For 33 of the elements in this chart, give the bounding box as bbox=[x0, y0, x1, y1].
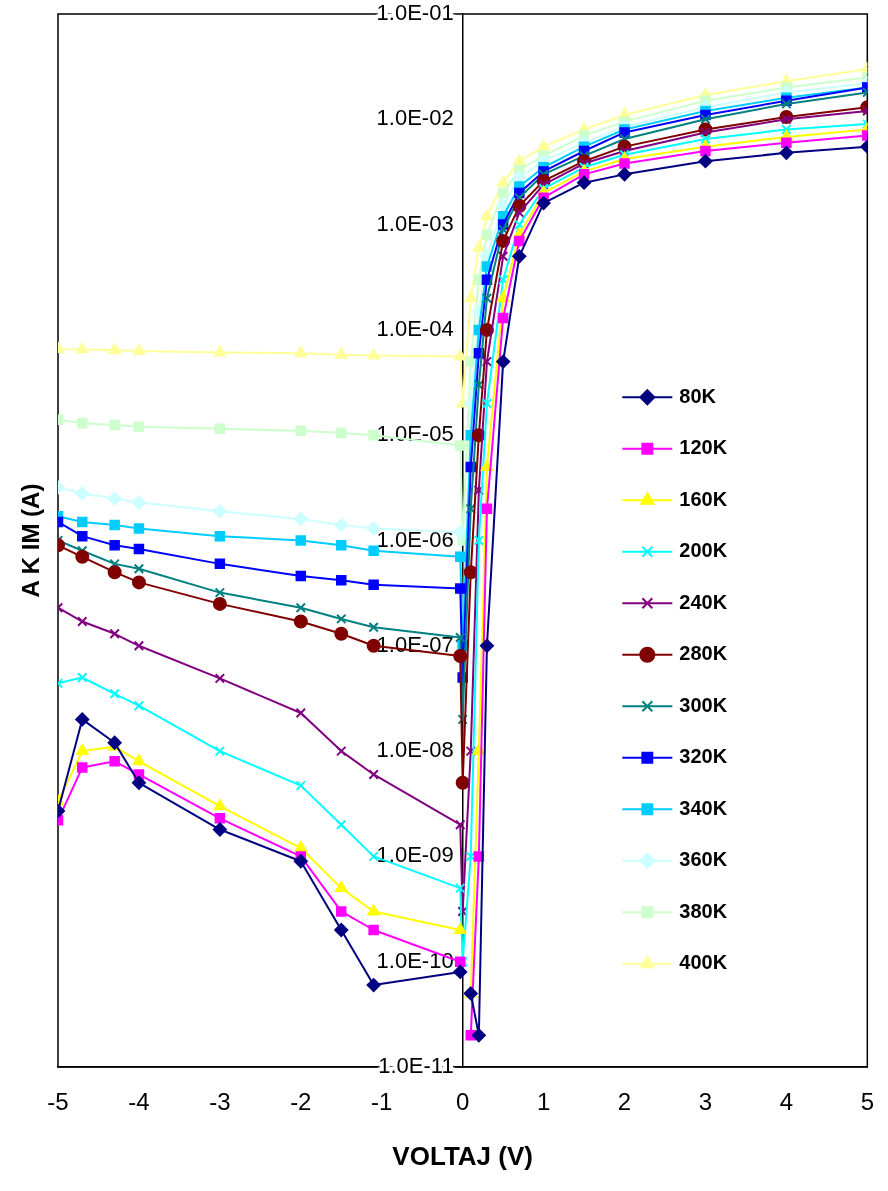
y-tick-label: 1.0E-03 bbox=[376, 210, 454, 236]
x-axis-title: VOLTAJ (V) bbox=[392, 1140, 533, 1171]
x-tick-label: -3 bbox=[209, 1088, 231, 1116]
y-tick-label: 1.0E-05 bbox=[376, 421, 454, 447]
legend-label: 200K bbox=[679, 539, 728, 562]
x-tick-label: 1 bbox=[536, 1088, 551, 1116]
x-tick-label: 2 bbox=[617, 1088, 632, 1116]
x-tick-label: -1 bbox=[371, 1088, 393, 1116]
x-tick-label: 4 bbox=[779, 1088, 794, 1116]
legend-label: 380K bbox=[679, 899, 728, 922]
legend-label: 80K bbox=[679, 384, 717, 407]
legend-label: 320K bbox=[679, 745, 728, 768]
x-tick-label: -5 bbox=[47, 1088, 69, 1116]
y-tick-label: 1.0E-04 bbox=[376, 315, 454, 341]
y-tick-label: 1.0E-06 bbox=[376, 526, 454, 552]
legend-label: 360K bbox=[679, 848, 728, 871]
legend-label: 240K bbox=[679, 590, 728, 613]
y-tick-label: 1.0E-09 bbox=[376, 842, 454, 868]
legend-label: 120K bbox=[679, 436, 728, 459]
y-axis-title: A K IM (A) bbox=[16, 483, 44, 598]
legend-label: 340K bbox=[679, 796, 728, 819]
x-tick-label: -2 bbox=[290, 1088, 312, 1116]
x-tick-label: 3 bbox=[698, 1088, 713, 1116]
y-tick-label: 1.0E-10 bbox=[376, 947, 454, 973]
legend-label: 160K bbox=[679, 487, 728, 510]
y-tick-label: 1.0E-08 bbox=[376, 737, 454, 763]
legend-label: 400K bbox=[679, 951, 728, 974]
legend-label: 300K bbox=[679, 693, 728, 716]
x-tick-label: 0 bbox=[455, 1088, 470, 1116]
x-tick-label: -4 bbox=[128, 1088, 150, 1116]
x-tick-label: 5 bbox=[860, 1088, 875, 1116]
legend-label: 280K bbox=[679, 642, 728, 665]
y-tick-label: 1.0E-02 bbox=[376, 105, 454, 131]
